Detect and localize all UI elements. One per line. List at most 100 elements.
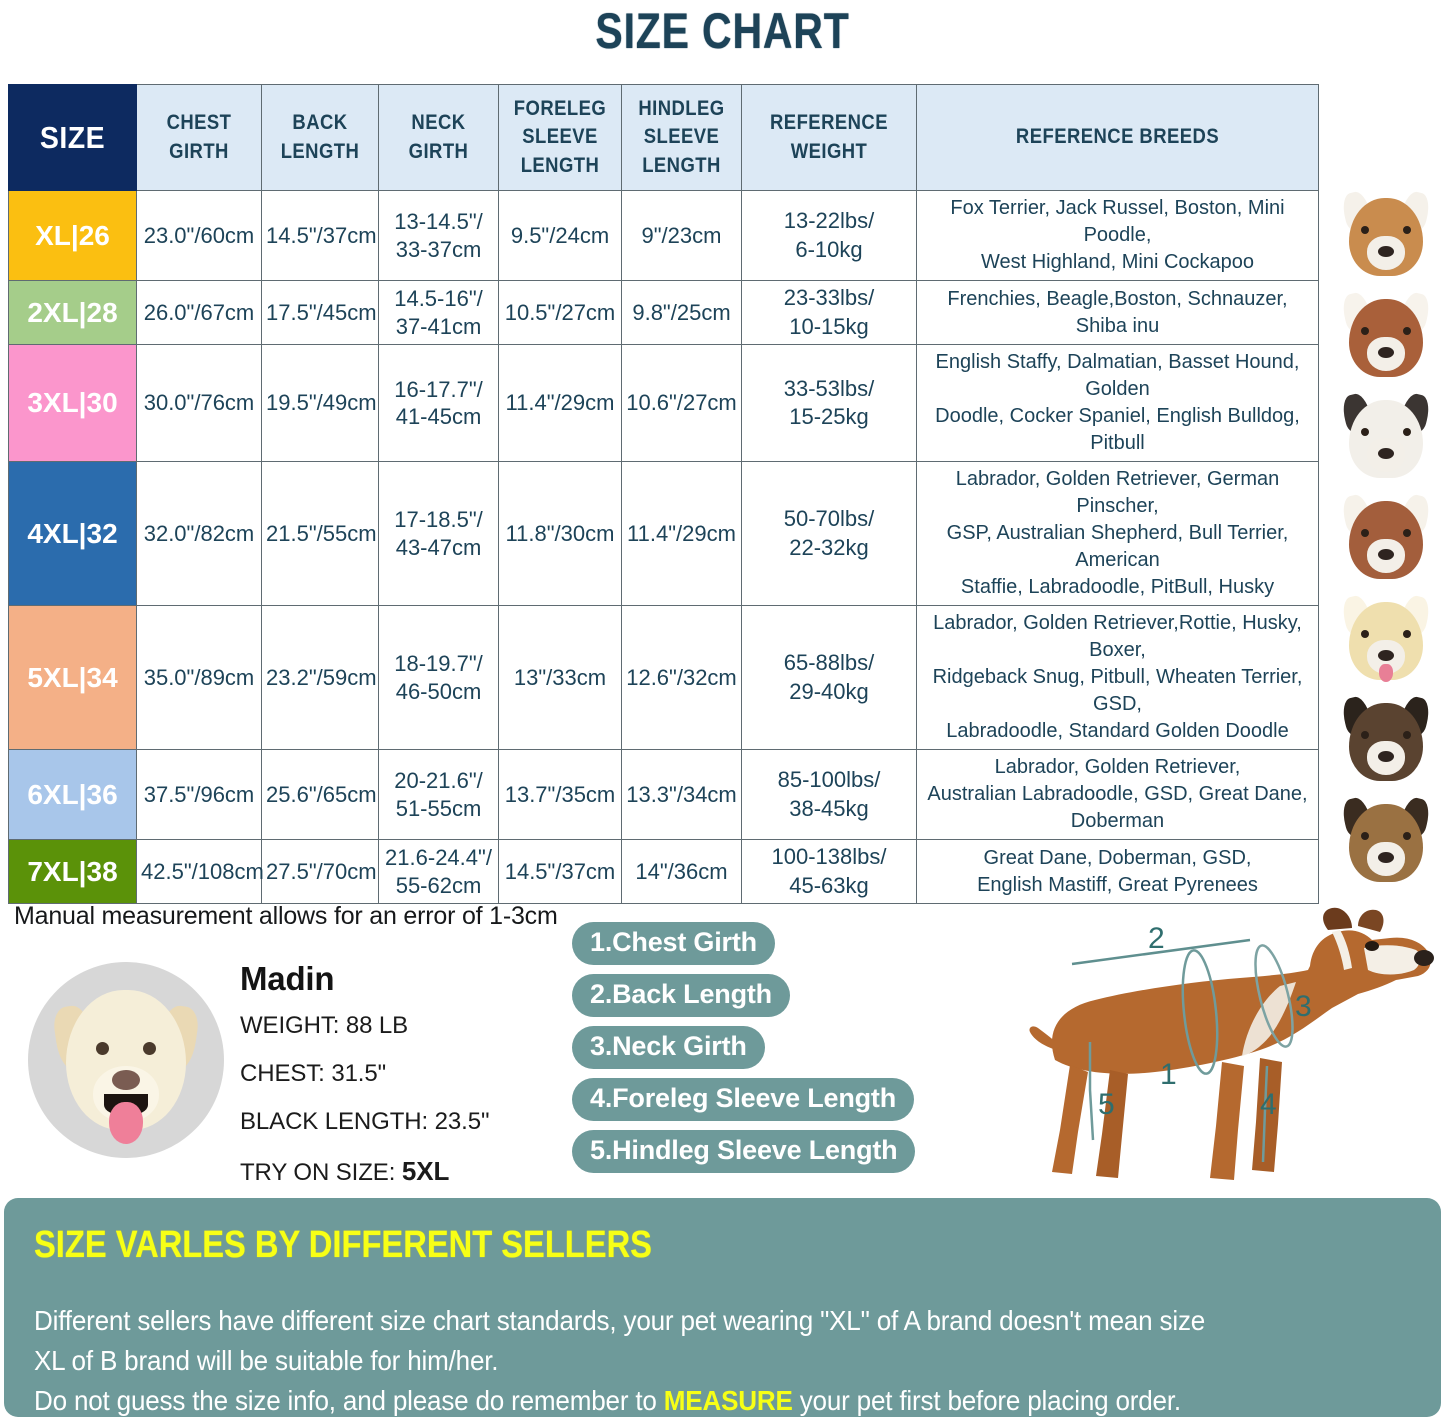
back-length-cell: 25.6"/65cm [261,749,379,841]
table-header-row: SIZE CHEST GIRTH BACK LENGTH NECK GIRTH … [8,84,1319,191]
thumb-nose [1378,852,1394,863]
thumb-nose [1378,448,1394,459]
reference-weight-cell-line: 100-138lbs/ [771,844,887,870]
banner-line-2: XL of B brand will be suitable for him/h… [34,1344,499,1376]
reference-breeds-cell-line: Labrador, Golden Retriever, [994,756,1241,779]
reference-weight-cell-line: 65-88lbs/ [783,650,875,676]
foreleg-sleeve-cell: 14.5"/37cm [498,839,622,905]
foreleg-sleeve-cell: 11.8"/30cm [498,461,622,607]
dog-muzzle-patch [1364,945,1421,975]
dog-eye-left-shape [96,1042,109,1055]
reference-weight-cell: 65-88lbs/29-40kg [741,605,917,751]
reference-weight-cell-line: 33-53lbs/ [783,375,875,401]
chest-girth-cell: 23.0"/60cm [136,190,262,281]
reference-breeds-cell-line: Fox Terrier, Jack Russel, Boston, Mini P… [950,197,1285,246]
reference-weight-cell-line: 6-10kg [795,236,863,262]
profile-back-length: BLACK LENGTH: 23.5" [240,1108,490,1135]
column-header-neck-girth: NECK GIRTH [378,84,499,191]
chest-girth-cell: 35.0"/89cm [136,605,262,751]
legend-row: 5.Hindleg Sleeve Length [572,1130,916,1182]
thumb-nose [1378,246,1394,257]
neck-girth-cell-line: 51-55cm [395,795,482,821]
banner-line-3: Do not guess the size info, and please d… [34,1381,1315,1421]
back-length-cell: 23.2"/59cm [261,605,379,751]
thumb-nose [1378,347,1394,358]
profile-try-on-size: TRY ON SIZE: 5XL [240,1156,570,1187]
back-length-cell: 27.5"/70cm [261,839,379,905]
reference-breeds-cell: English Staffy, Dalmatian, Basset Hound,… [916,344,1319,463]
reference-breeds-cell-line: Labradoodle, Standard Golden Doodle [946,720,1289,743]
legend-row: 2.Back Length [572,974,915,1026]
banner-line-1: Different sellers have different size ch… [34,1305,1206,1336]
reference-weight-cell: 23-33lbs/10-15kg [741,279,917,346]
reference-weight-cell: 33-53lbs/15-25kg [741,344,917,463]
table-row: 4XL|32 32.0"/82cm 21.5"/55cm 17-18.5"/43-47… [8,461,1319,607]
reference-weight-cell-line: 38-45kg [789,795,869,821]
reference-breeds-cell-line: Labrador, Golden Retriever,Rottie, Husky… [933,612,1302,662]
size-cell: 3XL|30 [8,344,137,463]
legend-pill-1: 1.Chest Girth [572,922,775,965]
dog-nose [1414,950,1434,966]
dog-eye [1365,941,1379,951]
diagram-marker-3: 3 [1295,990,1312,1023]
legend-row: 3.Neck Girth [572,1026,915,1078]
profile-try-on-value: 5XL [401,1156,450,1186]
column-header-chest-girth: CHEST GIRTH [136,84,262,191]
banner-title: SIZE VARLES BY DIFFERENT SELLERS [34,1224,652,1266]
dog-fore-leg-near [1252,1058,1282,1172]
column-header-size: SIZE [8,84,137,191]
neck-girth-cell-line: 46-50cm [395,678,482,704]
breed-thumbnail-great-dane [1330,796,1442,896]
reference-weight-cell: 100-138lbs/45-63kg [741,839,917,905]
measure-line-neck-girth [1254,944,1294,1048]
table-row: 2XL|28 26.0"/67cm 17.5"/45cm 14.5-16"/37-41… [8,279,1319,346]
neck-girth-cell-line: 43-47cm [395,534,482,560]
breed-thumbnail-american-staffordshire-terrier [1330,493,1442,593]
thumb-eye-right [1403,832,1411,840]
reference-breeds-cell-line: GSP, Australian Shepherd, Bull Terrier, … [946,522,1289,572]
breed-thumbnail-german-shepherd [1330,695,1442,795]
hindleg-sleeve-cell: 11.4"/29cm [621,461,742,607]
reference-breeds-cell: Great Dane, Doberman, GSD, English Mastif… [916,839,1319,905]
page-title: SIZE CHART [595,3,850,59]
neck-girth-cell-line: 20-21.6"/ [394,768,483,794]
banner-body: Different sellers have different size ch… [34,1301,1315,1420]
dog-hind-leg-far [1052,1065,1088,1174]
reference-breeds-cell-line: Australian Labradoodle, GSD, Great Dane, [927,783,1308,806]
banner-measure-highlight: MEASURE [663,1384,793,1416]
dog-face-blaze [1332,930,1352,970]
neck-girth-cell-line: 37-41cm [395,313,482,339]
table-row: XL|26 23.0"/60cm 14.5"/37cm 13-14.5"/33-37c… [8,190,1319,281]
dog-ear-2 [1358,909,1384,932]
dog-nose-shape [112,1070,140,1090]
thumb-eye-right [1403,630,1411,638]
column-header-hindleg-sleeve-length: HINDLEG SLEEVE LENGTH [621,84,742,191]
hindleg-sleeve-cell: 9"/23cm [621,190,742,281]
reference-weight-cell: 85-100lbs/38-45kg [741,749,917,841]
thumb-nose [1378,751,1394,762]
size-cell: 5XL|34 [8,605,137,751]
column-header-foreleg-sleeve-length: FORELEG SLEEVE LENGTH [498,84,622,191]
neck-girth-cell-line: 17-18.5"/ [394,507,483,533]
banner-line-3-suffix: your pet first before placing order. [792,1384,1181,1416]
dog-tail [1029,1026,1060,1050]
reference-breeds-cell-line: Frenchies, Beagle,Boston, Schnauzer, Shi… [947,287,1288,337]
neck-girth-cell: 21.6-24.4"/55-62cm [378,839,499,905]
reference-breeds-cell-line: Doberman [1070,810,1165,833]
legend-row: 1.Chest Girth [572,922,915,974]
size-cell: XL|26 [8,190,137,281]
neck-girth-cell-line: 18-19.7"/ [394,651,483,677]
diagram-marker-2: 2 [1148,922,1165,955]
reference-breeds-cell: Frenchies, Beagle,Boston, Schnauzer, Shi… [916,279,1319,346]
thumb-eye-left [1361,630,1369,638]
reference-breeds-cell-line: English Staffy, Dalmatian, Basset Hound,… [935,351,1300,401]
measure-line-foreleg [1261,1065,1269,1163]
thumb-eye-right [1403,428,1411,436]
profile-dog-photo [28,962,224,1158]
size-cell: 4XL|32 [8,461,137,607]
hindleg-sleeve-cell: 9.8"/25cm [621,279,742,346]
measurement-note: Manual measurement allows for an error o… [14,902,558,930]
column-header-reference-breeds: REFERENCE BREEDS [916,84,1319,191]
reference-weight-cell-line: 45-63kg [789,872,869,898]
